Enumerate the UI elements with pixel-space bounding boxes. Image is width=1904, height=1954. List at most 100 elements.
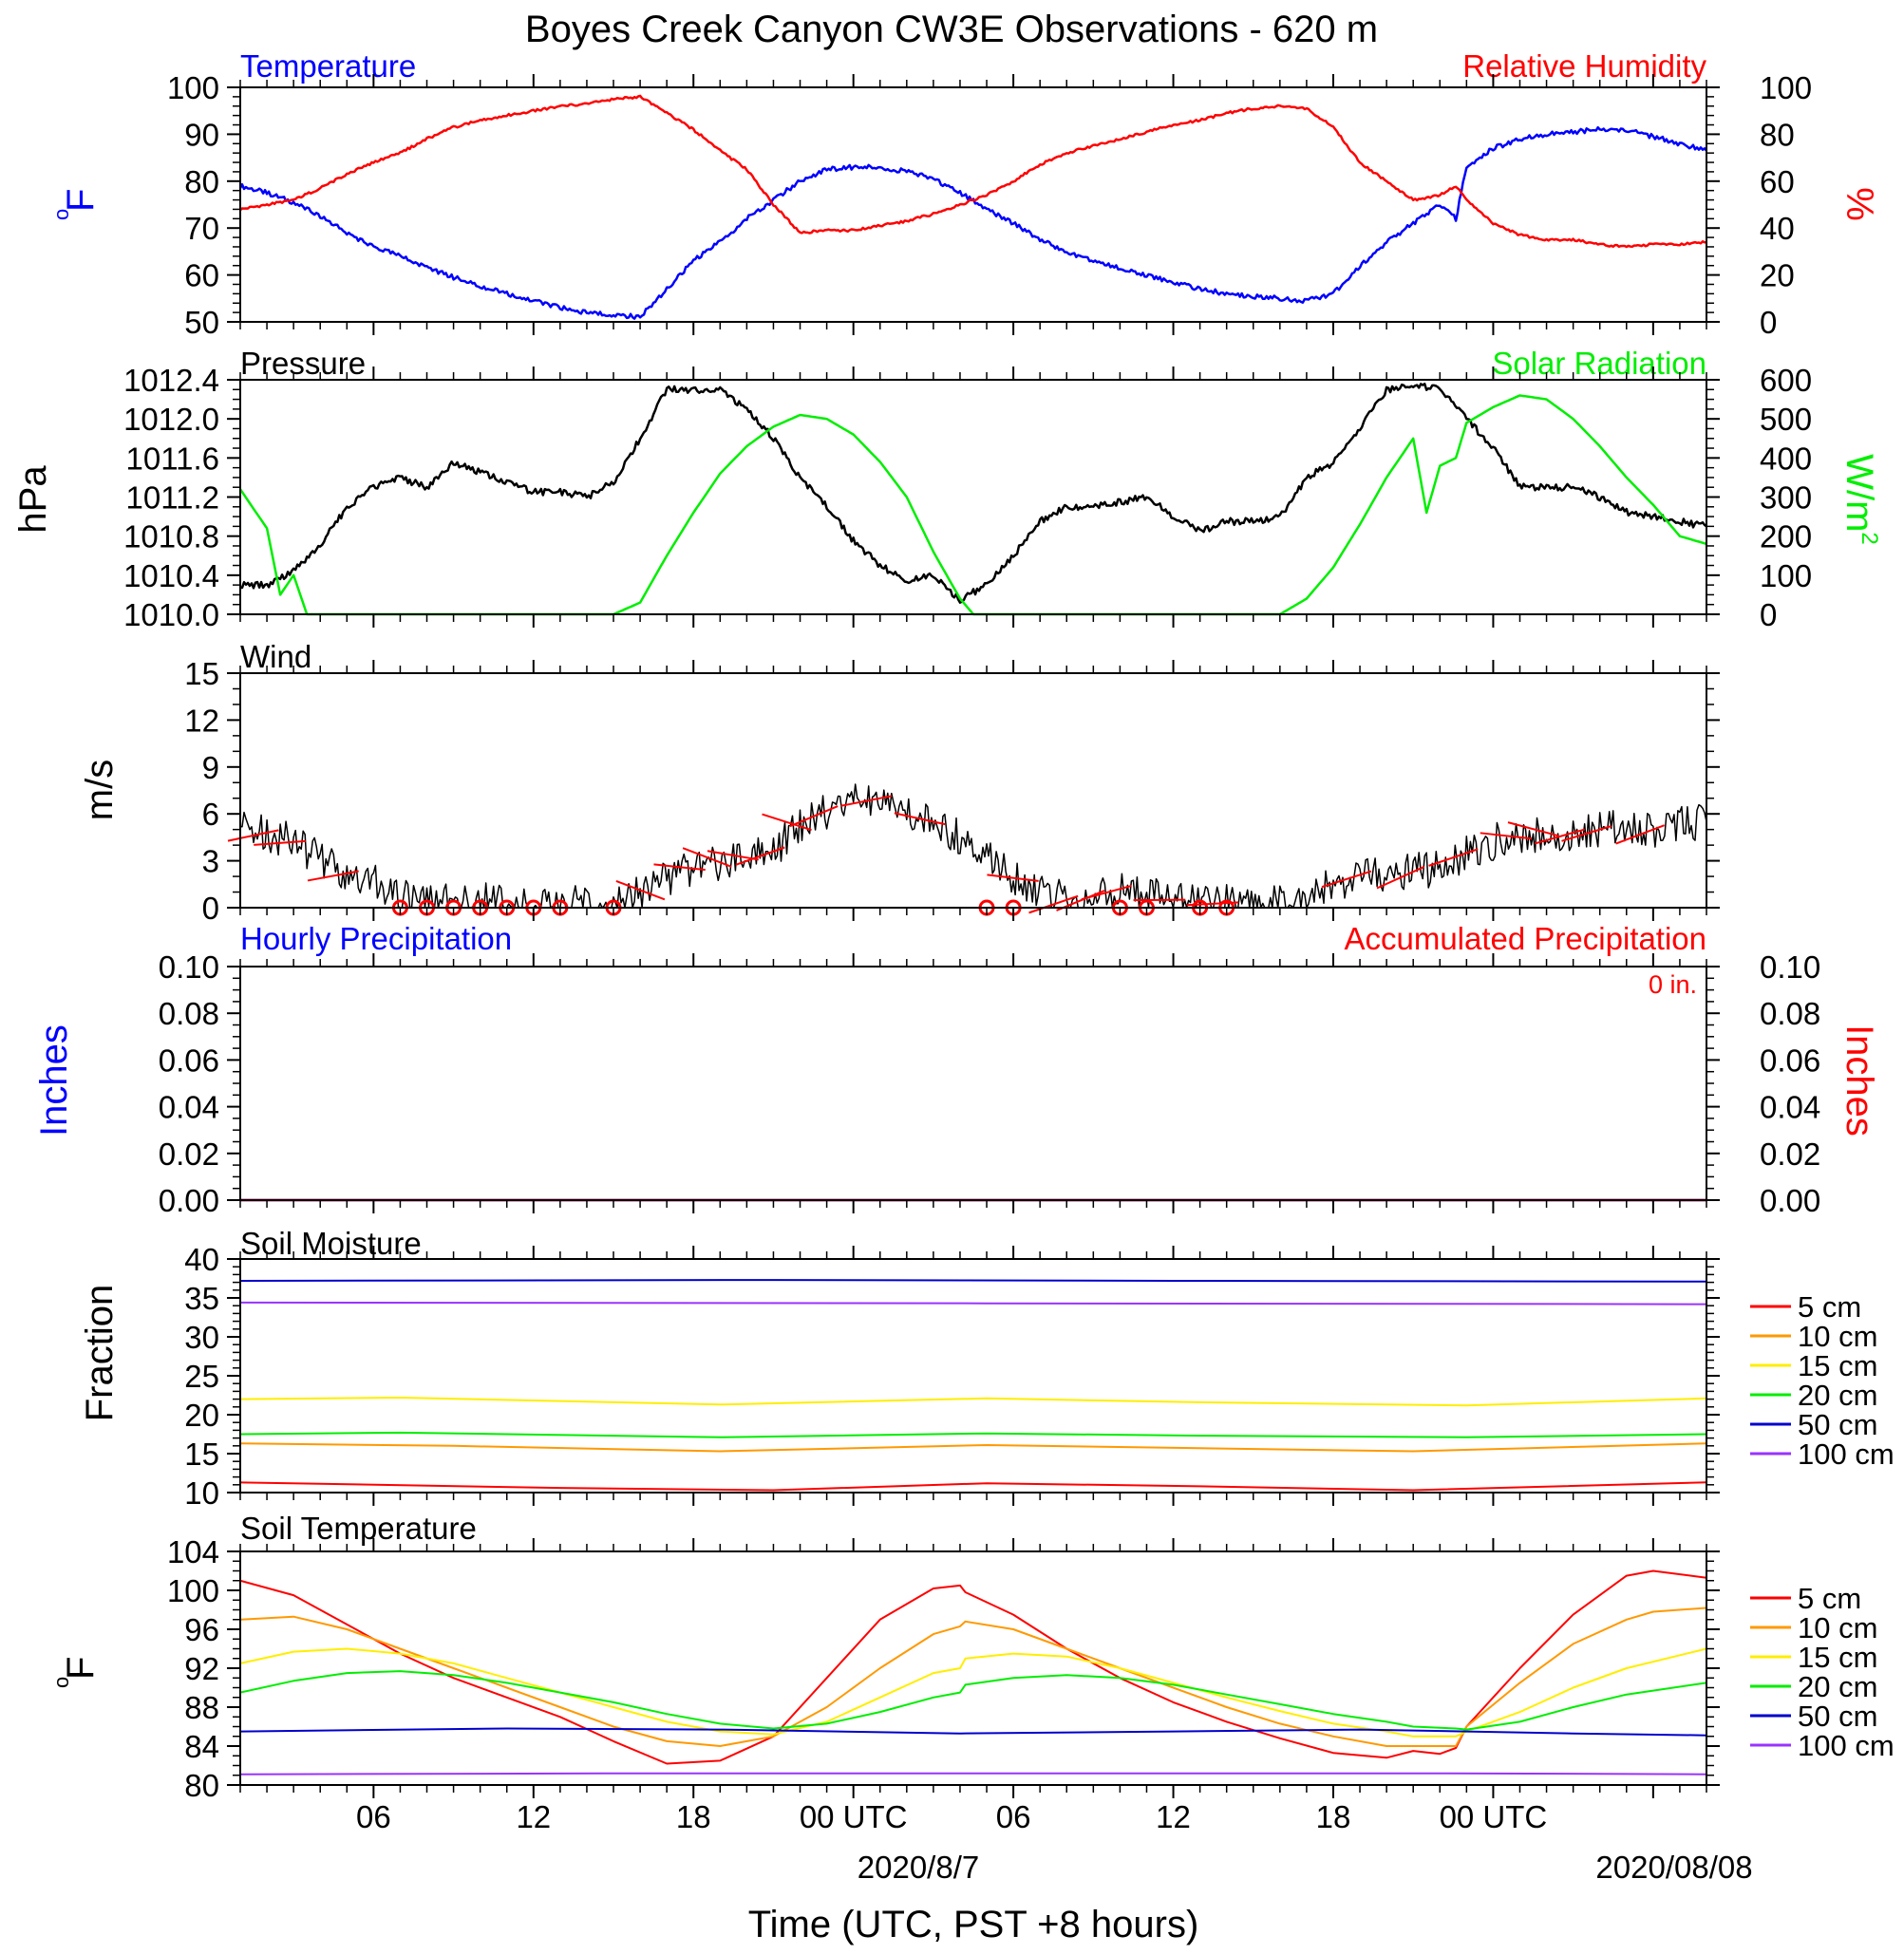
legend-label: 10 cm [1798, 1320, 1877, 1353]
plot-frame [239, 1550, 1707, 1786]
pressure-title: Pressure [240, 346, 366, 381]
temperature-unit: F [60, 189, 102, 212]
panel-wind: Wind m/s 0 3 6 9 12 15 [79, 639, 1720, 926]
wind-barb [653, 863, 706, 872]
temperature-humidity-lines [238, 94, 1707, 320]
y-right-tick-label: 0.04 [1760, 1090, 1820, 1125]
wind-barb [1321, 870, 1372, 889]
y-tick-label: 1012.0 [123, 402, 219, 437]
panel-precipitation: Hourly Precipitation Accumulated Precipi… [33, 921, 1880, 1218]
series-20-cm [239, 1431, 1707, 1438]
wind-barb [1615, 824, 1665, 845]
soil-moisture-title: Soil Moisture [240, 1226, 422, 1261]
solar-unit: W/m2 [1838, 454, 1882, 545]
wind-barb [1561, 825, 1612, 842]
soil-temp-title: Soil Temperature [240, 1511, 477, 1546]
wind-barb [1028, 894, 1079, 914]
series-pressure [239, 383, 1707, 604]
pressure-unit: hPa [12, 465, 54, 534]
y-tick-label: 15 [184, 656, 219, 691]
y-tick-label: 0 [202, 891, 219, 926]
y-right-tick-label: 60 [1760, 164, 1795, 199]
wind-unit: m/s [79, 760, 121, 820]
temperature-title: Temperature [240, 48, 416, 84]
plot-frame [239, 966, 1707, 1201]
panel-pressure-solar: Pressure Solar Radiation hPa W/m2 1010.0… [12, 346, 1882, 632]
temperature-unit-degree: o [49, 209, 73, 220]
y-right-tick-label: 200 [1760, 519, 1812, 554]
wind-barb [227, 829, 279, 842]
pressure-solar-lines [238, 383, 1707, 616]
legend-label: 100 cm [1798, 1437, 1895, 1471]
soil-moisture-unit: Fraction [79, 1285, 121, 1422]
wind-barb [1081, 884, 1132, 901]
soil-temp-unit: F [60, 1657, 102, 1680]
wind-barb [840, 795, 893, 807]
y-tick-label: 0.10 [159, 949, 219, 985]
wind-barb [735, 846, 785, 866]
y-right-tick-label: 0.06 [1760, 1043, 1820, 1078]
plot-frame [239, 1258, 1707, 1494]
y-right-tick-label: 40 [1760, 211, 1795, 246]
series-5-cm [239, 1569, 1707, 1765]
wind-barb [307, 870, 359, 882]
y-tick-label: 6 [202, 797, 219, 832]
y-tick-label: 70 [184, 211, 219, 246]
temperature-panel-frame [239, 74, 1707, 335]
chart-title: Boyes Creek Canyon CW3E Observations - 6… [525, 9, 1378, 50]
series-10-cm [239, 1606, 1707, 1747]
y-tick-label: 104 [167, 1534, 219, 1569]
y-right-tick-label: 0.08 [1760, 996, 1820, 1031]
wind-barb [254, 839, 306, 846]
y-tick-label: 60 [184, 258, 219, 293]
plot-frame [239, 672, 1707, 909]
x-tick-label: 12 [1156, 1799, 1191, 1834]
wind-barb [894, 812, 946, 826]
y-tick-label: 15 [184, 1437, 219, 1472]
hourly-precip-axis-ticks: 0.00 0.02 0.04 0.06 0.08 0.10 [159, 949, 240, 1218]
solar-unit-superscript: 2 [1857, 532, 1882, 544]
wind-barb [789, 805, 839, 828]
series-relative-humidity [239, 94, 1707, 249]
wind-title: Wind [240, 639, 311, 674]
y-tick-label: 3 [202, 844, 219, 879]
series-temperature [238, 125, 1707, 320]
series-wind [239, 783, 1707, 909]
series-100-cm [239, 1772, 1707, 1776]
hourly-precip-title: Hourly Precipitation [240, 921, 512, 956]
y-tick-label: 1010.8 [123, 519, 219, 554]
y-tick-label: 96 [184, 1612, 219, 1647]
wind-barb [762, 813, 812, 832]
series-solar-radiation [238, 394, 1707, 616]
y-right-tick-label: 0.02 [1760, 1137, 1820, 1172]
series-10-cm [239, 1442, 1707, 1453]
legend-label: 15 cm [1798, 1349, 1877, 1382]
y-tick-label: 50 [184, 305, 219, 340]
wind-barb [987, 874, 1039, 882]
y-tick-label: 1011.6 [126, 441, 219, 476]
accum-precip-unit: Inches [1838, 1024, 1880, 1137]
panel-temperature-humidity: Temperature Relative Humidity o F % 50 60… [49, 48, 1880, 340]
y-right-tick-label: 100 [1760, 558, 1812, 593]
y-tick-label: 0.02 [159, 1137, 219, 1172]
y-tick-label: 1010.0 [123, 597, 219, 632]
legend-label: 15 cm [1798, 1641, 1877, 1674]
soil-temp-lines [239, 1569, 1707, 1776]
x-date-label-2: 2020/08/08 [1595, 1850, 1752, 1885]
y-tick-label: 80 [184, 1768, 219, 1803]
y-tick-label: 9 [202, 750, 219, 785]
wind-barb [1534, 828, 1586, 845]
y-tick-label: 1011.2 [126, 480, 219, 516]
y-right-tick-label: 0.00 [1760, 1183, 1820, 1218]
y-right-tick-label: 80 [1760, 117, 1795, 152]
series-100-cm [239, 1301, 1707, 1306]
x-date-label-1: 2020/8/7 [858, 1850, 979, 1885]
legend-label: 5 cm [1798, 1582, 1861, 1615]
y-tick-label: 0.08 [159, 996, 219, 1031]
wind-panel-frame [239, 660, 1707, 921]
